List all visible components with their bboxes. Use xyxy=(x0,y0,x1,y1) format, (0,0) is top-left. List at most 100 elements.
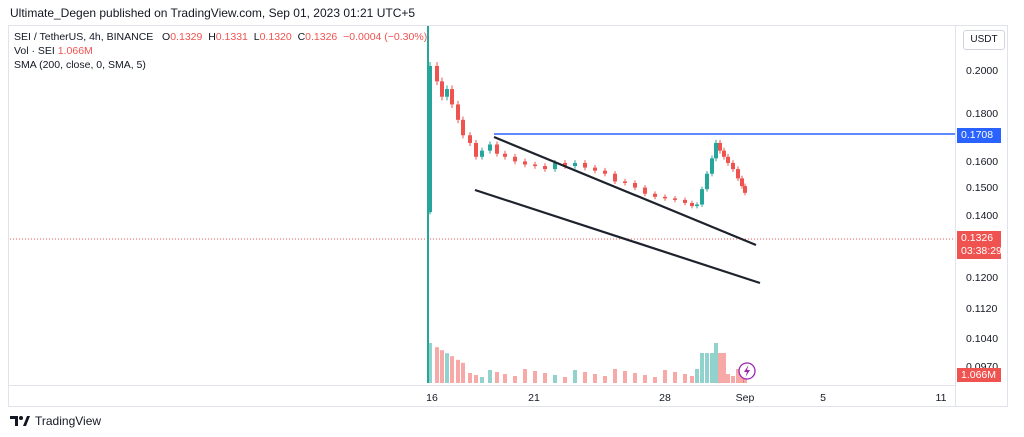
candle-body xyxy=(653,193,657,197)
x-tick: 21 xyxy=(528,392,540,404)
candle-body xyxy=(450,89,454,105)
legend-sma[interactable]: SMA (200, close, 0, SMA, 5) xyxy=(14,59,146,71)
candle-body xyxy=(695,204,699,207)
volume-bar xyxy=(573,370,577,383)
volume-bar xyxy=(705,353,709,383)
currency-button[interactable]: USDT xyxy=(963,30,1005,50)
candle-body xyxy=(731,162,735,170)
tradingview-logo-icon xyxy=(10,416,30,426)
legend-symbol[interactable]: SEI / TetherUS, 4h, BINANCE xyxy=(14,31,154,43)
lightning-icon[interactable] xyxy=(738,362,756,380)
volume-bar xyxy=(695,369,699,383)
candle-body xyxy=(710,158,714,174)
volume-bar xyxy=(513,376,517,383)
publisher-line: Ultimate_Degen published on TradingView.… xyxy=(10,6,416,20)
volume-bar xyxy=(461,362,465,383)
candle-body xyxy=(553,162,557,170)
candle-body xyxy=(718,142,722,151)
candle-body xyxy=(705,173,709,190)
candle-body xyxy=(583,162,587,168)
volume-bar xyxy=(714,343,718,383)
volume-bar xyxy=(718,353,722,383)
volume-bars xyxy=(428,343,747,383)
volume-bar xyxy=(663,370,667,383)
y-tick: 0.1800 xyxy=(966,108,999,120)
volume-bar xyxy=(700,353,704,383)
footer-branding: TradingView xyxy=(10,414,101,428)
volume-badge: 1.066M xyxy=(957,368,1001,382)
candle-body xyxy=(663,196,667,199)
lower-trendline[interactable] xyxy=(474,188,761,285)
candle-body xyxy=(603,170,607,174)
footer-brand: TradingView xyxy=(35,414,102,428)
legend-close-key: C xyxy=(297,31,306,43)
volume-bar xyxy=(456,359,460,383)
x-tick: 11 xyxy=(935,392,947,404)
candle-body xyxy=(461,119,465,136)
volume-bar xyxy=(722,353,726,383)
legend-symbol-row: SEI / TetherUS, 4h, BINANCE O0.1329 H0.1… xyxy=(14,31,427,43)
candle-body xyxy=(743,186,747,193)
upper-trendline[interactable] xyxy=(493,135,757,247)
candle-body xyxy=(714,142,718,159)
volume-bar xyxy=(450,356,454,383)
legend-volume-label[interactable]: Vol · SEI xyxy=(14,45,55,57)
candle-body xyxy=(456,104,460,120)
y-tick: 0.1400 xyxy=(966,210,999,222)
candle-body xyxy=(503,153,507,157)
candle-body xyxy=(722,150,726,157)
candle-body xyxy=(593,167,597,171)
legend-change: −0.0004 (−0.30%) xyxy=(343,31,428,43)
candle-body xyxy=(480,150,484,157)
volume-bar xyxy=(726,374,730,383)
legend-sma-row: SMA (200, close, 0, SMA, 5) xyxy=(14,59,146,71)
candle-body xyxy=(523,161,527,165)
legend-open-key: O xyxy=(162,31,171,43)
candle-body xyxy=(633,182,637,188)
candle-body xyxy=(495,144,499,154)
volume-bar xyxy=(731,376,735,383)
candle-body xyxy=(740,178,744,187)
volume-bar xyxy=(523,369,527,383)
candle-body xyxy=(474,142,478,157)
candle-body xyxy=(736,169,740,179)
volume-bar xyxy=(736,369,740,383)
volume-bar xyxy=(435,347,439,383)
candle-body xyxy=(643,187,647,194)
candle-body xyxy=(435,65,439,82)
volume-bar xyxy=(583,372,587,383)
y-tick: 0.1200 xyxy=(966,272,999,284)
volume-bar xyxy=(495,372,499,383)
legend-volume-row: Vol · SEI 1.066M xyxy=(14,45,93,57)
candle-body xyxy=(445,89,449,97)
candle-body xyxy=(673,198,677,200)
volume-bar xyxy=(673,372,677,383)
volume-bar xyxy=(593,374,597,383)
candle-body xyxy=(513,156,517,162)
y-tick: 0.2000 xyxy=(966,65,999,77)
candle-body xyxy=(468,135,472,143)
x-tick: 5 xyxy=(820,392,826,404)
candle-body xyxy=(690,202,694,207)
last-price-badge: 0.1326 03:38:29 xyxy=(957,231,1002,259)
volume-bar xyxy=(710,353,714,383)
legend-high-value: 0.1331 xyxy=(215,31,248,43)
candle-body xyxy=(440,81,444,97)
candle-body xyxy=(613,173,617,182)
candle-body xyxy=(543,166,547,170)
candle-body xyxy=(623,181,627,183)
candle-body xyxy=(488,144,492,151)
volume-bar xyxy=(503,374,507,383)
volume-bar xyxy=(613,369,617,383)
volume-bar xyxy=(445,353,449,383)
y-tick: 0.1120 xyxy=(966,303,998,315)
volume-bar xyxy=(623,371,627,383)
volume-bar xyxy=(468,373,472,383)
legend-low-key: L xyxy=(253,31,260,43)
volume-bar xyxy=(633,373,637,383)
candle-body xyxy=(428,65,432,213)
resistance-price-badge: 0.1708 xyxy=(957,128,1001,143)
volume-bar xyxy=(553,375,557,383)
volume-bar xyxy=(474,375,478,383)
